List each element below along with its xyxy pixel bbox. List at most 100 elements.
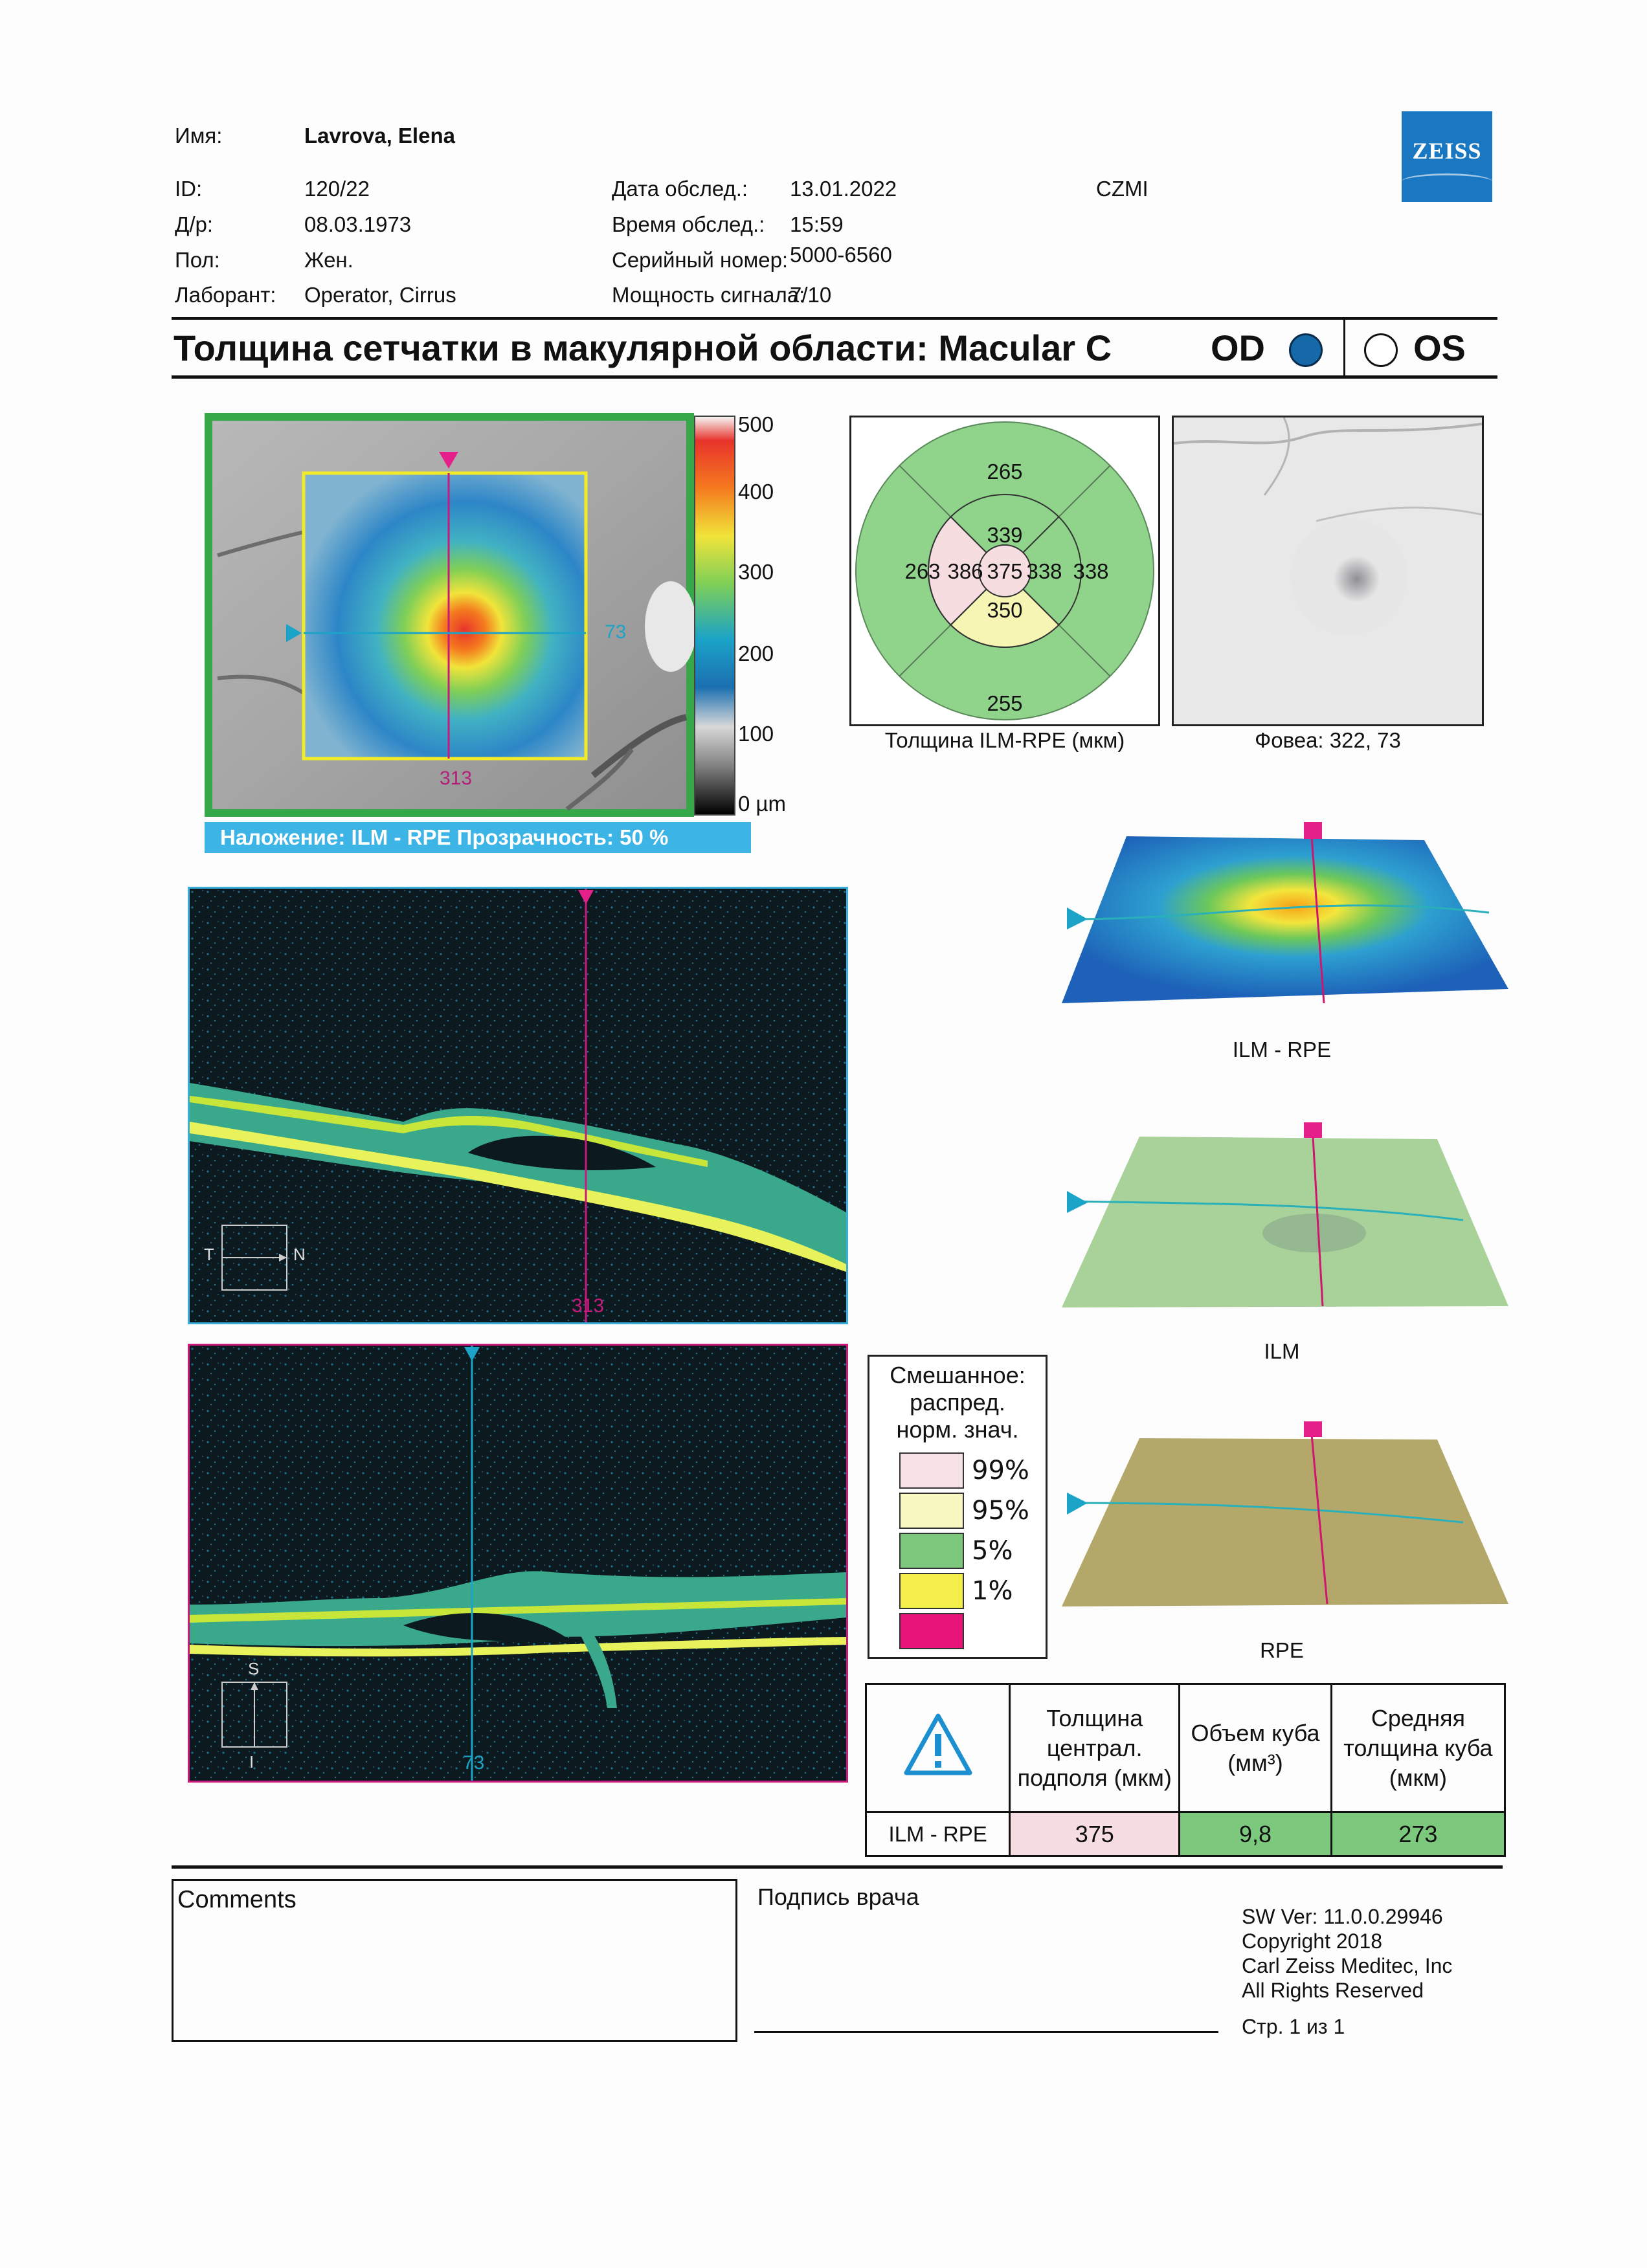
tech-value: Operator, Cirrus xyxy=(304,283,456,307)
val-central-thickness: 375 xyxy=(1009,1811,1181,1857)
scale-400: 400 xyxy=(738,480,774,504)
signature-line xyxy=(754,2031,1218,2033)
val-cube-avg-thickness: 273 xyxy=(1330,1811,1507,1857)
scale-200: 200 xyxy=(738,641,774,665)
legend-label-5: 5% xyxy=(972,1536,1013,1566)
od-radio-selected[interactable] xyxy=(1289,333,1323,367)
bscan-horizontal: T N 313 xyxy=(188,887,848,1324)
exam-time-label: Время обслед.: xyxy=(612,212,765,236)
legend-swatch-95 xyxy=(899,1493,964,1529)
scale-500: 500 xyxy=(738,412,774,436)
etdrs-center: 375 xyxy=(987,559,1023,583)
surface-ilm-label: ILM xyxy=(1264,1339,1300,1363)
patient-name: Lavrova, Elena xyxy=(304,124,455,148)
etdrs-grid xyxy=(855,421,1154,720)
normative-legend: Смешанное: распред. норм. знач. 99% 95% … xyxy=(868,1355,1048,1659)
os-radio[interactable] xyxy=(1364,333,1398,367)
name-label: Имя: xyxy=(175,124,223,148)
etdrs-outer-superior: 265 xyxy=(987,460,1023,484)
sex-label: Пол: xyxy=(175,248,220,272)
zeiss-logo: ZEISS xyxy=(1402,111,1492,202)
scale-0: 0 µm xyxy=(738,792,787,816)
etdrs-outer-nasal: 338 xyxy=(1073,559,1109,583)
col-central-thickness: Толщина централ. подполя (мкм) xyxy=(1009,1683,1181,1813)
exam-date-label: Дата обслед.: xyxy=(612,177,748,201)
patient-id: 120/22 xyxy=(304,177,370,201)
dob-label: Д/р: xyxy=(175,212,214,236)
signal-label: Мощность сигнала: xyxy=(612,283,805,307)
surface-rpe-label: RPE xyxy=(1260,1638,1304,1662)
warning-cell xyxy=(864,1683,1011,1813)
company: Carl Zeiss Meditec, Inc xyxy=(1242,1954,1453,1977)
scale-100: 100 xyxy=(738,722,774,746)
copyright: Copyright 2018 xyxy=(1242,1929,1383,1953)
map-vertical-marker: 313 xyxy=(440,768,473,789)
warning-icon xyxy=(904,1713,972,1775)
legend-swatch-5 xyxy=(899,1533,964,1569)
legend-title-1: Смешанное: xyxy=(890,1362,1025,1388)
etdrs-inner-inferior: 350 xyxy=(987,598,1023,622)
etdrs-inner-superior: 339 xyxy=(987,523,1023,547)
etdrs-caption: Толщина ILM-RPE (мкм) xyxy=(884,728,1125,752)
comments-box[interactable]: Comments xyxy=(172,1879,737,2042)
serial-label: Серийный номер: xyxy=(612,248,789,272)
page-number: Стр. 1 из 1 xyxy=(1242,2015,1345,2038)
thickness-map: 313 73 xyxy=(205,413,697,817)
orientation-inferior: I xyxy=(249,1752,254,1772)
signature-label: Подпись врача xyxy=(757,1884,919,1910)
tech-label: Лаборант: xyxy=(175,283,276,307)
bscan-h-marker: 313 xyxy=(572,1295,605,1317)
legend-label-1: 1% xyxy=(972,1576,1013,1606)
surface-ilm-rpe-label: ILM - RPE xyxy=(1232,1038,1332,1062)
thickness-color-scale xyxy=(694,416,735,816)
sw-version: SW Ver: 11.0.0.29946 xyxy=(1242,1905,1443,1928)
overlay-caption: Наложение: ILM - RPE Прозрачность: 50 % xyxy=(205,822,751,853)
footer-rule xyxy=(172,1865,1503,1869)
legend-swatch-below xyxy=(899,1613,964,1649)
rights: All Rights Reserved xyxy=(1242,1979,1424,2002)
etdrs-inner-temporal: 386 xyxy=(947,559,983,583)
col-cube-avg-thickness: Средняя толщина куба (мкм) xyxy=(1330,1683,1507,1813)
fundus-caption: Фовеа: 322, 73 xyxy=(1255,728,1401,752)
surface-ilm xyxy=(1062,1120,1508,1314)
row-label: ILM - RPE xyxy=(864,1811,1011,1857)
logo-text: ZEISS xyxy=(1412,138,1482,164)
exam-time: 15:59 xyxy=(790,212,844,236)
legend-title-2: распред. xyxy=(910,1389,1005,1416)
orientation-superior: S xyxy=(248,1659,260,1678)
bscan-vertical: S I 73 xyxy=(188,1344,848,1783)
etdrs-grid-panel: 265 263 338 255 339 386 338 350 375 xyxy=(849,416,1160,726)
exam-date: 13.01.2022 xyxy=(790,177,897,201)
etdrs-outer-temporal: 263 xyxy=(904,559,941,583)
header-rule-top xyxy=(172,317,1497,320)
surface-rpe xyxy=(1062,1419,1508,1613)
orientation-temporal: T xyxy=(204,1245,214,1264)
patient-dob: 08.03.1973 xyxy=(304,212,412,236)
header-rule-bottom xyxy=(172,375,1497,379)
etdrs-inner-nasal: 338 xyxy=(1026,559,1062,583)
bscan-v-marker: 73 xyxy=(463,1752,485,1773)
id-label: ID: xyxy=(175,177,203,201)
legend-swatch-1 xyxy=(899,1573,964,1609)
patient-sex: Жен. xyxy=(304,248,353,272)
fundus-image xyxy=(1172,416,1484,726)
signal-strength: 7/10 xyxy=(790,283,832,307)
scale-300: 300 xyxy=(738,560,774,584)
val-cube-volume: 9,8 xyxy=(1178,1811,1332,1857)
orientation-nasal: N xyxy=(293,1245,306,1264)
surface-ilm-rpe xyxy=(1062,822,1508,1010)
site-label: CZMI xyxy=(1096,177,1148,201)
comments-label: Comments xyxy=(177,1886,297,1913)
report-title: Толщина сетчатки в макулярной области: M… xyxy=(174,328,1112,368)
legend-label-99: 99% xyxy=(972,1456,1029,1485)
col-cube-volume: Объем куба (мм³) xyxy=(1178,1683,1332,1813)
etdrs-outer-inferior: 255 xyxy=(987,691,1023,715)
legend-label-95: 95% xyxy=(972,1496,1029,1526)
map-horizontal-marker: 73 xyxy=(605,621,627,643)
eye-separator xyxy=(1343,318,1345,377)
od-label: OD xyxy=(1211,328,1265,368)
serial-number: 5000-6560 xyxy=(790,243,892,267)
os-label: OS xyxy=(1413,328,1466,368)
legend-title-3: норм. знач. xyxy=(896,1416,1019,1443)
results-table: Толщина централ. подполя (мкм) Объем куб… xyxy=(864,1683,1507,1857)
